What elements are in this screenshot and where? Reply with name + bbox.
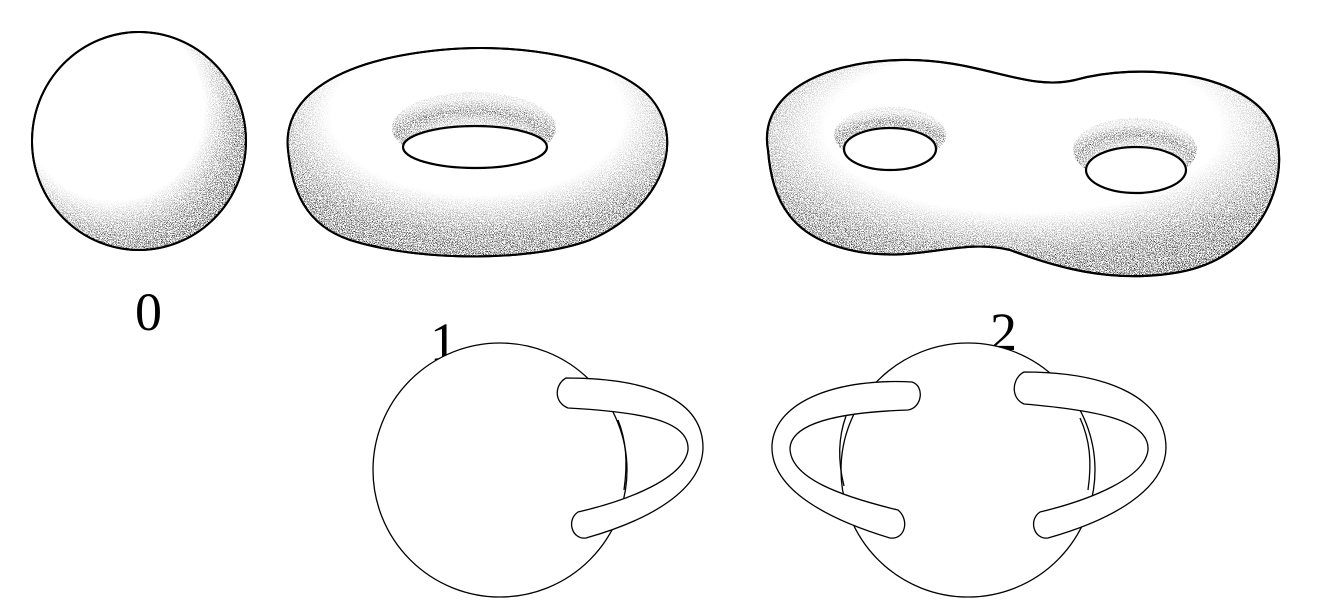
label-genus-0: 0 [135,282,162,342]
sphere-surface [31,31,247,251]
torus-surface [286,47,669,258]
sphere-one-handle [372,342,704,598]
double-torus-surface [765,58,1281,278]
sphere-two-handles [771,342,1167,598]
